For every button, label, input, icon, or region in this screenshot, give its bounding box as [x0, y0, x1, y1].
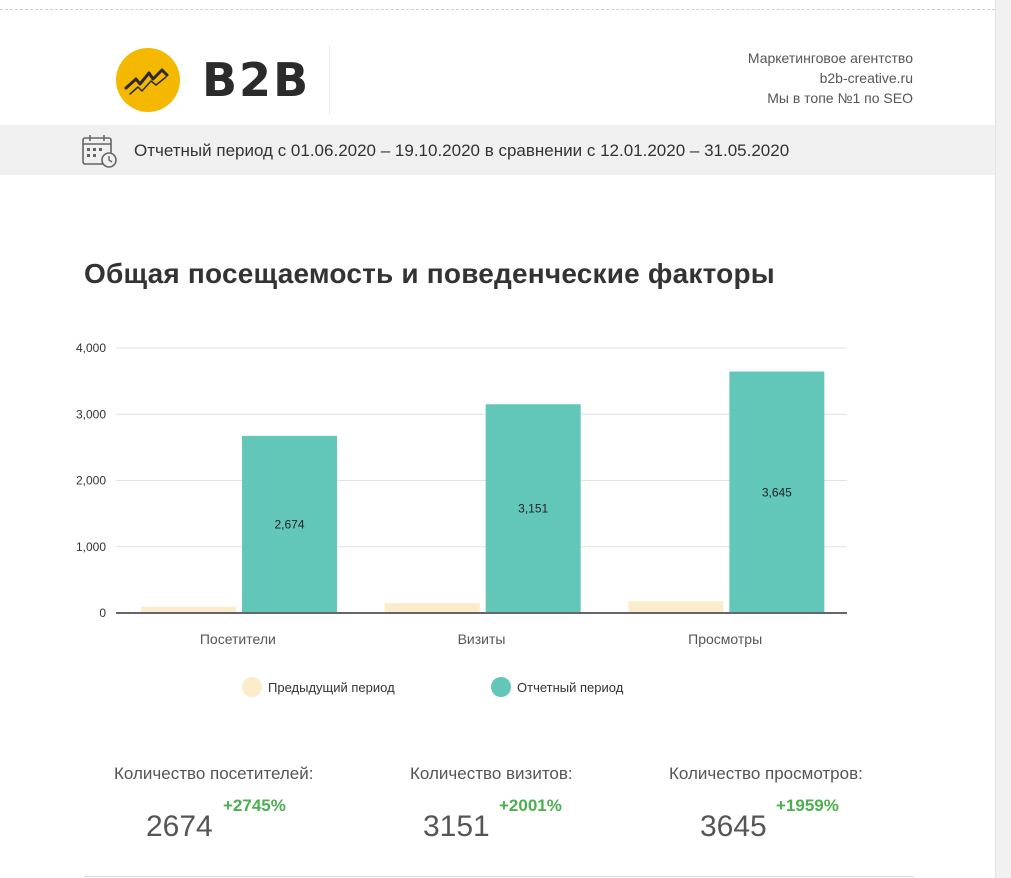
logo-separator — [329, 46, 330, 114]
agency-line: Мы в топе №1 по SEO — [767, 90, 913, 106]
section-title: Общая посещаемость и поведенческие факто… — [84, 258, 775, 289]
period-bar: Отчетный период с 01.06.2020 – 19.10.202… — [0, 125, 995, 175]
y-tick-label: 3,000 — [76, 407, 106, 421]
bar-data-label: 3,645 — [762, 485, 792, 499]
x-category-label: Визиты — [458, 631, 506, 647]
stat-change: +1959% — [776, 796, 839, 815]
agency-info: Маркетинговое агентство b2b-creative.ru … — [748, 48, 913, 108]
bar-data-label: 3,151 — [518, 502, 548, 516]
legend-marker — [491, 677, 511, 697]
legend-label: Предыдущий период — [268, 680, 395, 695]
bar-current-period — [485, 404, 581, 613]
y-tick-label: 2,000 — [76, 474, 106, 488]
bar-previous-period — [628, 601, 724, 613]
stat-value: 3151 — [423, 810, 490, 843]
agency-line: Маркетинговое агентство — [747, 50, 913, 66]
stat-change: +2745% — [223, 796, 286, 815]
y-tick-label: 4,000 — [76, 341, 106, 355]
legend-marker — [242, 677, 262, 697]
calendar-clock-icon — [82, 135, 117, 168]
x-category-label: Посетители — [200, 631, 276, 647]
bar-current-period — [729, 371, 825, 613]
period-text: Отчетный период с 01.06.2020 – 19.10.202… — [134, 141, 790, 160]
stat-value: 2674 — [146, 810, 213, 843]
bar-data-label: 2,674 — [274, 517, 304, 531]
logo-text: B2B — [202, 53, 311, 107]
header: B2B Маркетинговое агентство b2b-creative… — [0, 10, 995, 125]
top-divider — [0, 9, 995, 10]
agency-site-link[interactable]: b2b-creative.ru — [819, 70, 913, 86]
stat-label: Количество просмотров: — [669, 764, 863, 783]
legend-label: Отчетный период — [517, 680, 624, 695]
stat-label: Количество визитов: — [410, 764, 573, 783]
stat-label: Количество посетителей: — [114, 764, 314, 783]
scrollbar-track[interactable] — [995, 0, 1011, 878]
bar-previous-period — [384, 603, 480, 613]
bottom-divider — [84, 876, 914, 877]
x-category-label: Просмотры — [688, 631, 762, 647]
stat-value: 3645 — [700, 810, 767, 843]
y-tick-label: 1,000 — [76, 540, 106, 554]
stat-change: +2001% — [499, 796, 562, 815]
traffic-bar-chart: 0 1,000 2,000 3,000 4,000 2,674 Посетители 3,15… — [76, 341, 847, 697]
logo-icon — [116, 48, 180, 112]
bar-current-period — [242, 435, 337, 613]
y-tick-label: 0 — [99, 606, 106, 620]
bar-previous-period — [141, 606, 236, 613]
